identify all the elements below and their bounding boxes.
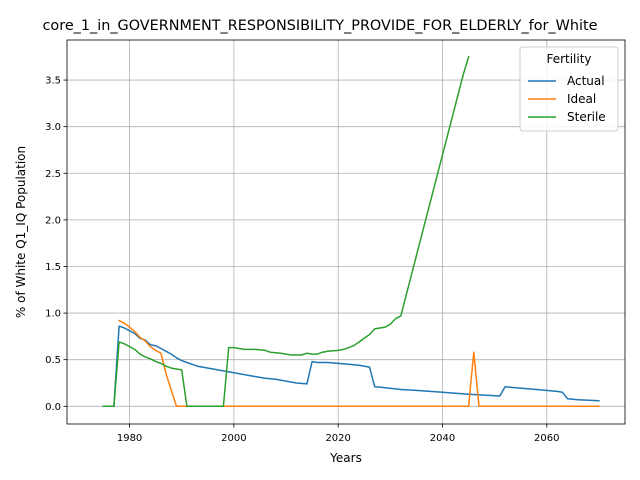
- series-line-ideal: [118, 319, 600, 408]
- y-tick-label: 3.0: [45, 122, 61, 133]
- x-tick-label: 2000: [221, 433, 246, 444]
- y-tick-label: 2.0: [45, 215, 61, 226]
- x-tick-label: 2040: [430, 433, 455, 444]
- x-tick-label: 1980: [117, 433, 142, 444]
- chart-title: core_1_in_GOVERNMENT_RESPONSIBILITY_PROV…: [43, 18, 598, 34]
- legend-label-ideal: Ideal: [567, 92, 596, 106]
- plot-area-frame: [66, 39, 626, 425]
- y-tick-label: 2.5: [45, 169, 61, 180]
- y-tick-label: 1.5: [45, 262, 61, 273]
- y-axis-label: % of White Q1_IQ Population: [14, 146, 28, 318]
- x-axis-label: Years: [329, 451, 362, 465]
- y-tick-label: 1.0: [45, 309, 61, 320]
- y-tick-label: 0.5: [45, 355, 61, 366]
- legend-label-sterile: Sterile: [567, 110, 606, 124]
- y-tick-label: 3.5: [45, 76, 61, 87]
- legend-label-actual: Actual: [567, 74, 605, 88]
- series-line-sterile: [102, 55, 470, 408]
- series-lines: [102, 55, 600, 408]
- legend: Fertility Actual Ideal Sterile: [519, 46, 619, 132]
- series-line-actual: [102, 325, 600, 408]
- axis-ticks: 1980 2000 2020 2040 2060 0.0 0.5 1.0 1.5 2.0 2.5 3.…: [45, 76, 559, 444]
- grid-lines: [67, 40, 625, 424]
- x-tick-label: 2060: [534, 433, 559, 444]
- y-tick-label: 0.0: [45, 402, 61, 413]
- x-tick-label: 2020: [325, 433, 350, 444]
- legend-box: [519, 46, 619, 132]
- legend-title: Fertility: [546, 52, 591, 66]
